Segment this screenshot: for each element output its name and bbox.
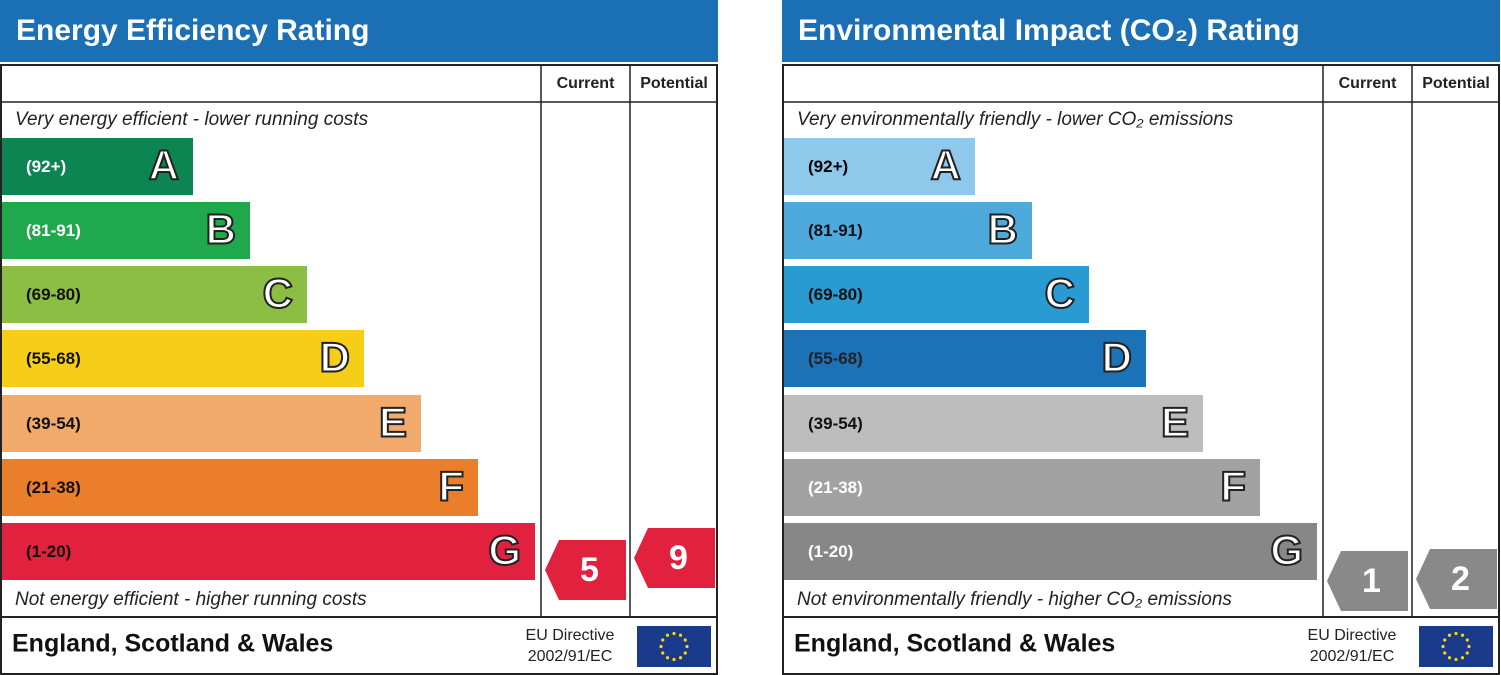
eu-star [1465,651,1469,655]
eu-star [665,633,670,637]
eu-star [659,644,663,649]
eu-star [1441,644,1445,649]
panel-title: Environmental Impact (CO₂) Rating [798,14,1300,47]
header-current: Current [1339,75,1397,92]
eu-star [1447,656,1452,660]
band-letter: G [488,527,521,574]
bottom-text: Not environmentally friendly - higher CO… [797,589,1232,610]
band-letter: D [320,334,350,381]
panel-title: Energy Efficiency Rating [16,14,369,47]
eu-star [665,656,670,660]
band-range: (55-68) [808,349,863,368]
top-text: Very environmentally friendly - lower CO… [797,109,1234,130]
eu-star [1460,633,1465,637]
rating-band [2,459,478,516]
band-range: (39-54) [808,414,863,433]
eu-star [685,644,689,649]
band-range: (81-91) [808,221,863,240]
rating-band [784,202,1032,259]
title-bar [782,0,1500,62]
band-range: (1-20) [26,542,71,561]
bottom-text: Not energy efficient - higher running co… [15,589,367,610]
band-range: (55-68) [26,349,81,368]
rating-band [784,459,1260,516]
epc-panel: Environmental Impact (CO₂) Rating Current… [782,0,1500,675]
rating-band [784,330,1146,387]
rating-band [784,523,1317,580]
band-letter: E [379,399,407,446]
band-range: (92+) [26,157,66,176]
band-letter: C [1045,270,1075,317]
band-letter: F [438,463,464,510]
eu-star [1467,644,1471,649]
frame [782,64,1500,675]
band-letter: C [263,270,293,317]
eu-star [678,633,683,637]
header-potential: Potential [1422,75,1490,92]
rating-arrow [1416,549,1497,609]
band-range: (39-54) [26,414,81,433]
band-range: (69-80) [26,285,81,304]
rating-band [784,138,975,195]
rating-value: 9 [669,539,688,577]
rating-value: 2 [1451,560,1470,598]
eu-star [1454,657,1458,662]
band-letter: E [1161,399,1189,446]
epc-panel: Energy Efficiency Rating Current Potential… [0,0,718,675]
band-letter: A [149,142,179,189]
rating-value: 1 [1362,562,1381,600]
rating-arrow [1327,551,1408,611]
eu-star [1447,633,1452,637]
rating-value: 5 [580,551,599,589]
eu-star [1465,638,1469,642]
footer-region: England, Scotland & Wales [12,630,333,658]
band-letter: B [988,206,1018,253]
eu-star [678,656,683,660]
rating-band [2,138,193,195]
rating-arrow [634,528,715,588]
band-range: (21-38) [808,478,863,497]
band-range: (69-80) [808,285,863,304]
rating-arrow [545,540,626,600]
rating-band [2,395,421,452]
eu-star [661,651,665,655]
footer-directive: 2002/91/EC [528,648,613,665]
band-range: (92+) [808,157,848,176]
rating-band [2,330,364,387]
header-potential: Potential [640,75,708,92]
eu-star [683,638,687,642]
header-current: Current [557,75,615,92]
band-letter: F [1220,463,1246,510]
band-letter: A [931,142,961,189]
eu-star [1460,656,1465,660]
title-bar [0,0,718,62]
rating-band [784,266,1089,323]
footer-directive: EU Directive [1308,627,1397,644]
eu-star [661,638,665,642]
eu-star [672,657,676,662]
eu-star [672,631,676,636]
rating-band [2,202,250,259]
eu-star [1454,631,1458,636]
band-letter: G [1270,527,1303,574]
eu-star [1443,651,1447,655]
band-letter: D [1102,334,1132,381]
band-range: (21-38) [26,478,81,497]
frame [0,64,718,675]
footer-directive: 2002/91/EC [1310,648,1395,665]
top-text: Very energy efficient - lower running co… [15,109,369,130]
footer-directive: EU Directive [526,627,615,644]
band-range: (1-20) [808,542,853,561]
rating-band [2,266,307,323]
band-range: (81-91) [26,221,81,240]
eu-star [683,651,687,655]
rating-band [2,523,535,580]
rating-band [784,395,1203,452]
band-letter: B [206,206,236,253]
footer-region: England, Scotland & Wales [794,630,1115,658]
eu-star [1443,638,1447,642]
